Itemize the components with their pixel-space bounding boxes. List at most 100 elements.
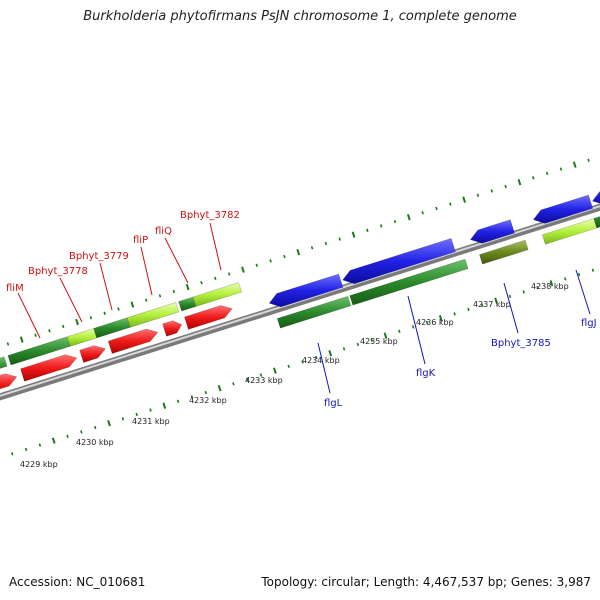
minor-tick <box>476 193 480 197</box>
forward-cds-arrow[interactable] <box>79 345 106 363</box>
reverse-gene-labels: flgL flgK Bphyt_3785 flgJ <box>317 269 597 409</box>
gene-label-flgL[interactable]: flgL <box>324 398 343 409</box>
major-tick <box>572 161 577 168</box>
minor-tick <box>577 272 581 277</box>
minor-tick <box>338 237 341 241</box>
forward-gene-block[interactable] <box>66 327 98 347</box>
gene-label-flgJ[interactable]: flgJ <box>581 318 597 329</box>
minor-tick <box>379 224 383 228</box>
minor-tick <box>398 329 401 334</box>
minor-tick <box>38 443 42 447</box>
minor-tick <box>564 277 567 281</box>
major-tick <box>75 318 79 326</box>
major-tick <box>217 385 222 392</box>
forward-cds-arrow[interactable] <box>0 373 18 396</box>
minor-tick <box>421 211 424 215</box>
major-tick <box>462 196 466 203</box>
reverse-gene-track <box>276 206 600 329</box>
minor-tick <box>158 294 162 298</box>
gene-label-Bphyt_3779[interactable]: Bphyt_3779 <box>69 251 129 262</box>
minor-tick <box>467 307 470 312</box>
ruler-label-4233: 4233 kbp <box>245 376 283 385</box>
ruler-label-4235: 4235 kbp <box>360 337 398 346</box>
ruler-label-4230: 4230 kbp <box>76 438 114 447</box>
reverse-gene-block[interactable] <box>276 295 352 329</box>
gene-label-Bphyt_3778[interactable]: Bphyt_3778 <box>28 266 88 277</box>
gene-label-Bphyt_3785[interactable]: Bphyt_3785 <box>491 338 551 349</box>
leader-flgL <box>317 342 331 394</box>
minor-tick <box>287 364 290 368</box>
reverse-gene-block[interactable] <box>593 206 600 229</box>
backbone-highlight <box>0 205 600 397</box>
major-tick <box>494 297 498 304</box>
gene-label-fliM[interactable]: fliM <box>6 283 24 294</box>
ruler-label-4237: 4237 kbp <box>473 300 511 309</box>
minor-tick <box>93 425 97 430</box>
reverse-cds-arrow[interactable] <box>469 219 515 244</box>
forward-cds-arrow[interactable] <box>184 305 233 330</box>
minor-tick <box>559 167 563 171</box>
minor-tick <box>259 373 263 377</box>
forward-gene-block[interactable] <box>192 282 243 307</box>
leader-Bphyt_3785 <box>503 282 519 334</box>
minor-tick <box>172 289 176 294</box>
forward-gene-track <box>0 282 243 377</box>
leader-Bphyt_3782 <box>209 222 222 271</box>
forward-cds-arrow[interactable] <box>20 354 78 382</box>
gene-label-Bphyt_3782[interactable]: Bphyt_3782 <box>180 210 240 221</box>
minor-tick <box>204 390 207 395</box>
major-tick <box>241 266 245 273</box>
minor-tick <box>356 342 360 347</box>
inner-tick-track <box>0 268 595 461</box>
map-title: Burkholderia phytofirmans PsJN chromosom… <box>83 9 517 24</box>
minor-tick <box>490 189 493 193</box>
reverse-cds-arrow[interactable] <box>532 194 594 224</box>
forward-cds-arrow[interactable] <box>162 320 183 337</box>
major-tick <box>351 231 356 238</box>
ruler-label-4238: 4238 kbp <box>531 282 569 291</box>
minor-tick <box>34 333 37 337</box>
reverse-gene-block[interactable] <box>349 258 469 306</box>
minor-tick <box>453 312 456 316</box>
forward-gene-block[interactable] <box>93 317 131 339</box>
reverse-gene-block[interactable] <box>479 239 529 265</box>
minor-tick <box>342 347 346 351</box>
minor-tick <box>135 412 138 417</box>
forward-cds-arrow[interactable] <box>107 328 159 354</box>
gene-label-fliP[interactable]: fliP <box>133 235 148 246</box>
major-tick <box>383 332 388 339</box>
reverse-cds-arrow[interactable] <box>592 184 600 205</box>
major-tick <box>296 248 301 256</box>
minor-tick <box>255 263 258 267</box>
minor-tick <box>121 417 125 421</box>
major-tick <box>438 315 443 322</box>
minor-tick <box>6 342 10 346</box>
reverse-cds-arrow[interactable] <box>342 238 456 285</box>
minor-tick <box>310 246 314 250</box>
minor-tick <box>232 382 235 386</box>
reverse-cds-arrow[interactable] <box>268 273 344 308</box>
minor-tick <box>66 434 69 438</box>
minor-tick <box>246 377 249 382</box>
ruler-label-4234: 4234 kbp <box>302 356 340 365</box>
major-tick <box>162 402 167 409</box>
minor-tick <box>366 228 369 232</box>
minor-tick <box>324 241 328 246</box>
gene-label-fliQ[interactable]: fliQ <box>155 226 172 237</box>
gene-label-flgK[interactable]: flgK <box>416 368 436 379</box>
leader-flgJ <box>575 269 591 315</box>
forward-gene-block[interactable] <box>126 302 180 328</box>
reverse-feature-track <box>268 184 600 308</box>
leader-fliM <box>17 292 41 339</box>
minor-tick <box>227 272 231 276</box>
outer-tick-track <box>6 158 590 346</box>
minor-tick <box>89 316 93 320</box>
accession-text: Accession: NC_010681 <box>9 575 146 589</box>
minor-tick <box>545 171 549 176</box>
minor-tick <box>370 338 373 342</box>
forward-gene-block[interactable] <box>0 356 8 377</box>
minor-tick <box>11 452 14 456</box>
minor-tick <box>449 202 452 206</box>
minor-tick <box>411 325 415 329</box>
